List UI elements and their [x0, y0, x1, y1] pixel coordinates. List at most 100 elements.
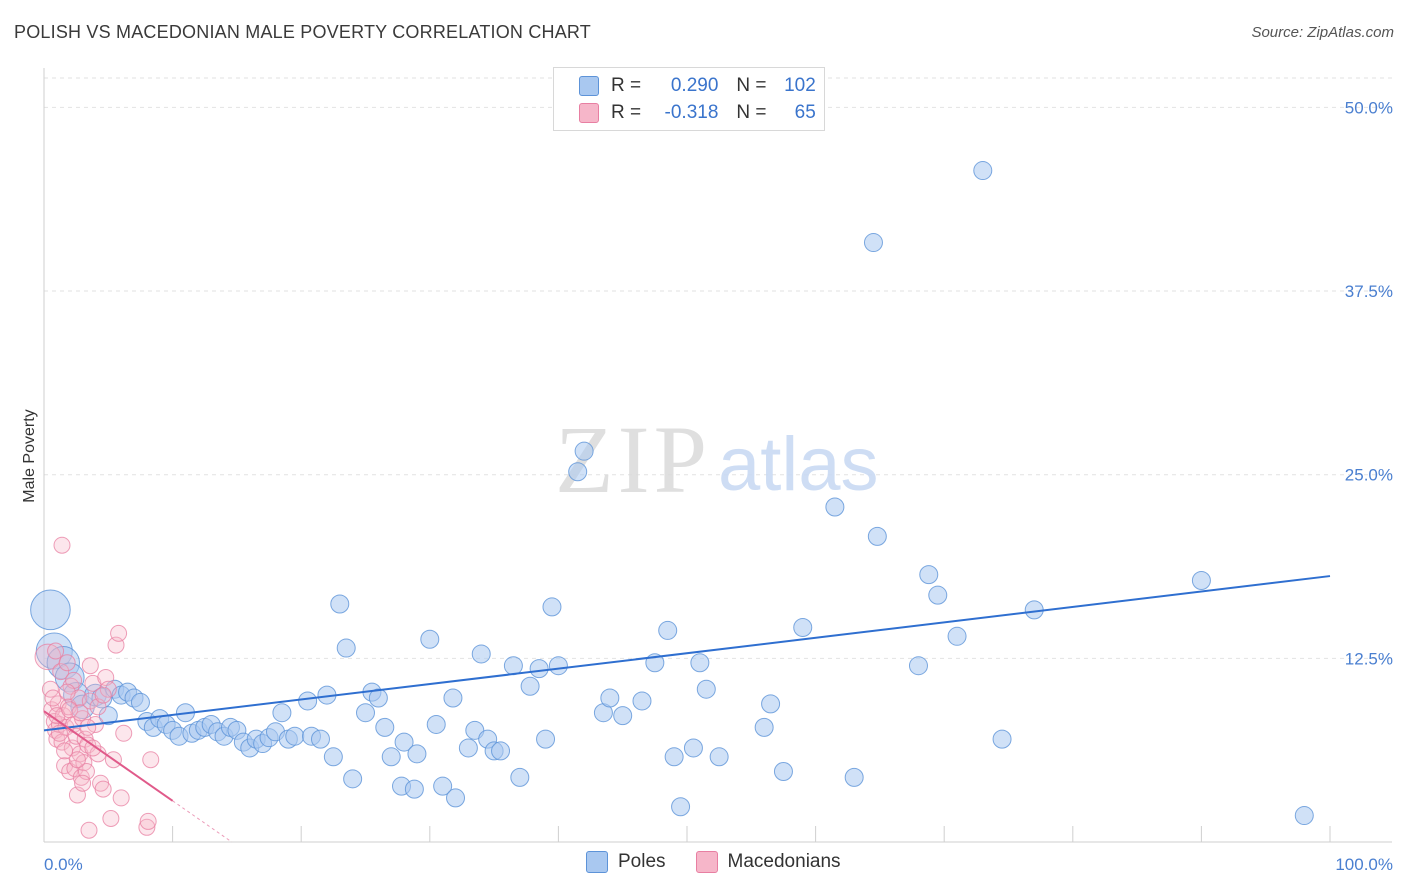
poles-point: [98, 706, 118, 726]
poles-point: [330, 594, 350, 614]
poles-point: [844, 767, 864, 787]
macedonians-legend-label: Macedonians: [727, 851, 841, 872]
macedonians-swatch: [579, 103, 599, 123]
poles-point: [491, 741, 511, 761]
poles-point: [336, 638, 356, 658]
macedonians-point: [138, 818, 156, 836]
poles-point: [908, 656, 928, 676]
poles-point: [1294, 806, 1314, 826]
poles-point: [928, 585, 948, 605]
macedonians-point: [68, 751, 86, 769]
poles-point: [863, 233, 883, 253]
poles-point: [404, 779, 424, 799]
tick-labels: 12.5% 25.0% 37.5% 50.0% 0.0% 100.0%: [44, 98, 1393, 874]
poles-point: [30, 589, 71, 631]
mac-n-label: N =: [736, 102, 767, 123]
poles-point: [285, 726, 305, 746]
poles-point: [503, 656, 523, 676]
legend-item-macedonians[interactable]: Macedonians: [695, 851, 841, 873]
poles-point: [343, 769, 363, 789]
poles-point: [433, 776, 453, 796]
mac-r-value: -0.318: [664, 102, 719, 123]
poles-point: [825, 497, 845, 517]
poles-point: [690, 653, 710, 673]
poles-point: [471, 644, 491, 664]
poles-point: [568, 462, 588, 482]
poles-point: [426, 714, 446, 734]
poles-point: [458, 738, 478, 758]
mac-n-value: 65: [794, 102, 816, 123]
poles-point: [754, 717, 774, 737]
poles-legend-swatch: [586, 851, 608, 873]
macedonians-point: [67, 727, 85, 745]
macedonians-point: [58, 654, 76, 672]
macedonians-point: [110, 624, 128, 642]
macedonians-legend-swatch: [695, 851, 718, 873]
macedonians-point: [112, 789, 130, 807]
y-tick-label: 37.5%: [1345, 282, 1393, 301]
poles-point: [520, 676, 540, 696]
poles-point: [992, 729, 1012, 749]
macedonians-point: [81, 657, 99, 675]
poles-point: [356, 703, 375, 723]
poles-legend-label: Poles: [618, 851, 666, 872]
poles-point: [793, 617, 813, 637]
poles-point: [446, 788, 466, 808]
macedonians-point: [56, 742, 74, 760]
macedonians-point: [74, 774, 92, 792]
poles-point: [272, 703, 292, 723]
correlation-legend: R = 0.290 N = 102 R = -0.318 N = 65: [553, 67, 825, 131]
macedonians-trend-extension: [172, 800, 233, 843]
poles-point: [548, 656, 568, 676]
macedonians-trend-line: [43, 710, 174, 802]
macedonians-point: [102, 809, 120, 827]
poles-point: [658, 620, 678, 640]
macedonians-point: [94, 780, 112, 798]
poles-points: [30, 161, 1314, 826]
poles-point: [683, 738, 703, 758]
macedonians-point: [44, 689, 62, 707]
poles-point: [600, 688, 620, 708]
poles-point: [420, 629, 440, 649]
poles-n-value: 102: [784, 75, 816, 96]
poles-point: [574, 441, 594, 461]
poles-point: [613, 706, 633, 726]
watermark-zip: ZIP: [555, 406, 711, 513]
macedonians-point: [47, 642, 65, 660]
poles-point: [1191, 570, 1211, 590]
watermark: ZIP atlas: [555, 406, 879, 513]
poles-point: [130, 692, 150, 712]
chart-title: POLISH VS MACEDONIAN MALE POVERTY CORREL…: [14, 22, 591, 42]
y-axis-label: Male Poverty: [21, 409, 38, 502]
y-tick-label: 50.0%: [1345, 98, 1393, 117]
poles-point: [375, 717, 395, 737]
poles-swatch: [579, 76, 599, 96]
poles-point: [443, 688, 463, 708]
macedonians-point: [61, 701, 79, 719]
poles-point: [671, 797, 691, 817]
macedonians-point: [142, 751, 160, 769]
macedonians-points: [34, 536, 160, 839]
poles-point: [542, 597, 562, 617]
macedonians-point: [79, 718, 97, 736]
y-tick-label: 25.0%: [1345, 466, 1393, 485]
macedonians-point: [115, 724, 133, 742]
macedonians-point: [80, 821, 98, 839]
poles-point: [947, 626, 967, 646]
poles-point: [867, 526, 887, 546]
macedonians-point: [84, 739, 102, 757]
poles-point: [407, 744, 427, 764]
poles-point: [323, 747, 343, 767]
series-legend: Poles Macedonians: [586, 851, 871, 873]
poles-r-value: 0.290: [670, 75, 719, 96]
poles-n-label: N =: [736, 75, 767, 96]
macedonians-point: [139, 812, 157, 830]
macedonians-point: [94, 686, 112, 704]
poles-point: [919, 565, 939, 585]
poles-point: [310, 729, 330, 749]
legend-item-poles[interactable]: Poles: [586, 851, 666, 873]
poles-point: [973, 161, 993, 181]
poles-point: [381, 747, 401, 767]
y-tick-label: 12.5%: [1345, 649, 1393, 668]
